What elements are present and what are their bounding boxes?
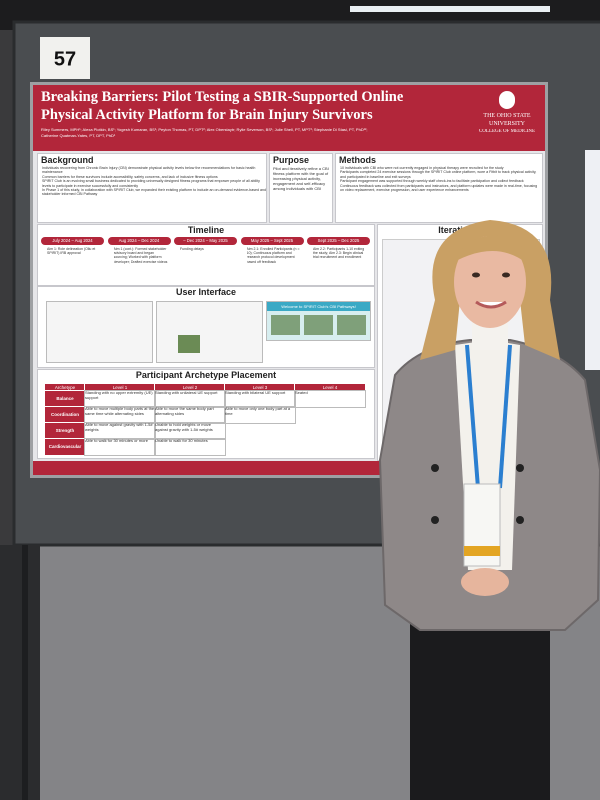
timeline-date: July 2024 – Aug 2024 [41, 237, 104, 245]
bullet: In Phase 1 of this study, in collaborati… [42, 188, 267, 197]
screen-banner: Welcome to SPIRIT Club's CBI Pathways! [267, 302, 370, 311]
timeline-item: Sept 2025 – Dec 2025 Aim 2.2: Participant… [307, 237, 370, 283]
section-heading: User Interface [175, 287, 237, 297]
logo-text: COLLEGE OF MEDICINE [478, 129, 536, 134]
section-heading: Purpose [273, 155, 310, 165]
timeline-date: Sept 2025 – Dec 2025 [307, 237, 370, 245]
methods-section: Methods 10 individuals with CBI who were … [335, 153, 543, 223]
screenshot [156, 301, 263, 363]
table-cell: Cardiovascular [44, 438, 86, 456]
background-section: Background Individuals recovering from Ch… [37, 153, 267, 223]
table-cell: Able to walk for 30 minutes or more [84, 438, 156, 456]
section-heading: Participant Archetype Placement [135, 370, 277, 380]
screenshot-video [178, 335, 200, 353]
section-text: Pilot and iteratively refine a CBI fitne… [273, 166, 329, 191]
bullet: Continuous feedback was collected from p… [340, 183, 538, 193]
title-line: Breaking Barriers: Pilot Testing a SBIR-… [41, 89, 404, 105]
timeline-text: Aim 1 (cont.): Formed stakeholder adviso… [113, 247, 168, 264]
table-cell: Standing with no upper extremity (UE) su… [84, 390, 156, 408]
title-bar: Breaking Barriers: Pilot Testing a SBIR-… [33, 85, 545, 151]
bullet: Common barriers for these survivors incl… [42, 174, 218, 179]
screenshot: Welcome to SPIRIT Club's CBI Pathways! [266, 301, 371, 341]
table-header: Level 4 [294, 383, 366, 392]
timeline-text: Aim 2.1: Enrolled Participants (n = 10);… [246, 247, 300, 264]
table-cell: Able to move against gravity with 1-5# w… [84, 422, 156, 440]
screen-video [337, 315, 366, 335]
logo-text: UNIVERSITY [489, 121, 525, 127]
screen-video [271, 315, 300, 335]
timeline-item: July 2024 – Aug 2024 Aim 1: Role delineat… [41, 237, 104, 283]
bullet: Participants completed 24 exercise sessi… [340, 170, 537, 179]
screen-video [304, 315, 333, 335]
timeline-date: May 2025 – Sept 2025 [240, 237, 304, 245]
section-heading: Methods [339, 155, 376, 165]
bullet: 10 individuals with CBI who were not cur… [340, 166, 504, 170]
user-interface-section: User Interface Welcome to SPIRIT Club's C… [37, 286, 375, 368]
screenshot [46, 301, 153, 363]
timeline-item: Aug 2024 – Dec 2024 Aim 1 (cont.): Formed… [107, 237, 171, 283]
timeline-date: – Dec 2024 – May 2025 [174, 237, 237, 245]
poster-number: 57 [54, 48, 76, 70]
bullet: SPIRIT Club is an evolving small busines… [42, 179, 260, 188]
table-cell: Unable to walk for 30 minutes [154, 438, 226, 456]
section-heading: Background [38, 154, 266, 166]
table-cell: Coordination [44, 406, 86, 424]
section-heading: Timeline [187, 225, 225, 235]
timeline-text: Funding delays [180, 247, 204, 251]
table-cell: Standing with unilateral UE support [154, 390, 226, 408]
bullet: Individuals recovering from Chronic Brai… [42, 166, 256, 175]
timeline-section: Timeline July 2024 – Aug 2024 Aim 1: Role … [37, 224, 375, 286]
table-cell: Unable to hold weights or move against g… [154, 422, 226, 440]
authors: Riley Summers, MPH¹; Alexa Plotkin, BS¹;… [41, 127, 368, 132]
table-cell: Standing with bilateral UE support [224, 390, 296, 408]
logo-mark [499, 91, 515, 109]
logo-text: THE OHIO STATE [483, 113, 531, 119]
timeline-text: Aim 2.2: Participants 1-10 exiting the s… [313, 247, 365, 260]
table-cell: Seated [294, 390, 366, 408]
timeline-date: Aug 2024 – Dec 2024 [107, 237, 171, 245]
table-cell: Able to move the same body part alternat… [154, 406, 226, 424]
timeline-text: Aim 1: Role delineation (Ollu et SPIRIT)… [47, 247, 96, 256]
bullet: Participant engagement was supported thr… [340, 179, 524, 184]
table-cell: Able to move only one body part at a tim… [224, 406, 296, 424]
purpose-section: Purpose Pilot and iteratively refine a CB… [269, 153, 333, 223]
table-cell: Able to move multiple body parts at the … [84, 406, 156, 424]
timeline-item: May 2025 – Sept 2025 Aim 2.1: Enrolled Pa… [240, 237, 304, 283]
timeline-item: – Dec 2024 – May 2025 Funding delays [174, 237, 237, 283]
title-line: Physical Activity Platform for Brain Inj… [41, 107, 373, 123]
archetype-section: Participant Archetype Placement Archetype… [37, 369, 375, 459]
authors: Catherine Quatman-Yates, PT, DPT, PhD¹ [41, 133, 116, 138]
